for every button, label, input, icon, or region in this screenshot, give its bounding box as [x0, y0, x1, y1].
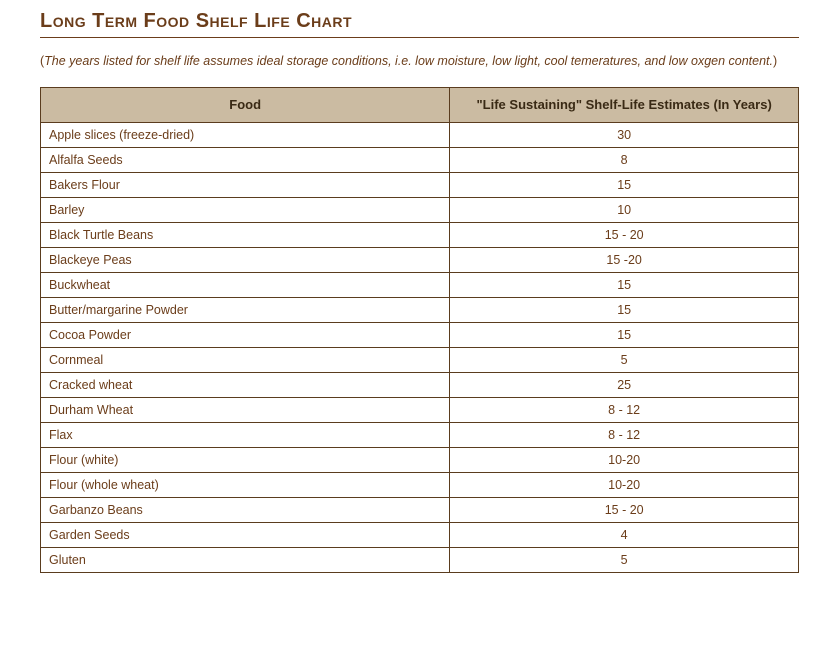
cell-life: 15: [450, 297, 799, 322]
title-rule: [40, 37, 799, 38]
cell-life: 4: [450, 522, 799, 547]
table-row: Gluten5: [41, 547, 799, 572]
table-header-row: Food "Life Sustaining" Shelf-Life Estima…: [41, 87, 799, 122]
cell-life: 15: [450, 172, 799, 197]
cell-food: Flour (white): [41, 447, 450, 472]
table-row: Barley10: [41, 197, 799, 222]
page-title: Long Term Food Shelf Life Chart: [40, 10, 799, 33]
table-row: Cornmeal5: [41, 347, 799, 372]
table-row: Butter/margarine Powder15: [41, 297, 799, 322]
shelf-life-table: Food "Life Sustaining" Shelf-Life Estima…: [40, 87, 799, 573]
cell-life: 8 - 12: [450, 422, 799, 447]
cell-food: Garbanzo Beans: [41, 497, 450, 522]
table-row: Cracked wheat25: [41, 372, 799, 397]
cell-life: 15 - 20: [450, 222, 799, 247]
table-row: Buckwheat15: [41, 272, 799, 297]
cell-food: Cracked wheat: [41, 372, 450, 397]
cell-food: Buckwheat: [41, 272, 450, 297]
cell-food: Garden Seeds: [41, 522, 450, 547]
cell-life: 15 -20: [450, 247, 799, 272]
table-row: Apple slices (freeze-dried)30: [41, 122, 799, 147]
table-row: Flax8 - 12: [41, 422, 799, 447]
cell-life: 15 - 20: [450, 497, 799, 522]
cell-food: Cocoa Powder: [41, 322, 450, 347]
table-row: Blackeye Peas15 -20: [41, 247, 799, 272]
cell-food: Cornmeal: [41, 347, 450, 372]
cell-life: 15: [450, 272, 799, 297]
cell-food: Durham Wheat: [41, 397, 450, 422]
col-header-food: Food: [41, 87, 450, 122]
table-row: Garbanzo Beans15 - 20: [41, 497, 799, 522]
cell-food: Barley: [41, 197, 450, 222]
cell-life: 10: [450, 197, 799, 222]
cell-food: Bakers Flour: [41, 172, 450, 197]
cell-food: Black Turtle Beans: [41, 222, 450, 247]
cell-life: 10-20: [450, 472, 799, 497]
cell-food: Blackeye Peas: [41, 247, 450, 272]
table-row: Durham Wheat8 - 12: [41, 397, 799, 422]
table-row: Flour (whole wheat)10-20: [41, 472, 799, 497]
table-row: Garden Seeds4: [41, 522, 799, 547]
cell-life: 30: [450, 122, 799, 147]
table-row: Black Turtle Beans15 - 20: [41, 222, 799, 247]
cell-food: Alfalfa Seeds: [41, 147, 450, 172]
cell-food: Apple slices (freeze-dried): [41, 122, 450, 147]
cell-food: Butter/margarine Powder: [41, 297, 450, 322]
cell-life: 10-20: [450, 447, 799, 472]
page-container: Long Term Food Shelf Life Chart (The yea…: [0, 0, 829, 573]
col-header-life: "Life Sustaining" Shelf-Life Estimates (…: [450, 87, 799, 122]
cell-life: 25: [450, 372, 799, 397]
table-row: Flour (white)10-20: [41, 447, 799, 472]
storage-note: (The years listed for shelf life assumes…: [40, 52, 799, 71]
cell-life: 8 - 12: [450, 397, 799, 422]
cell-life: 15: [450, 322, 799, 347]
table-row: Cocoa Powder15: [41, 322, 799, 347]
table-row: Bakers Flour15: [41, 172, 799, 197]
cell-life: 5: [450, 547, 799, 572]
cell-food: Gluten: [41, 547, 450, 572]
cell-life: 5: [450, 347, 799, 372]
cell-food: Flax: [41, 422, 450, 447]
table-row: Alfalfa Seeds8: [41, 147, 799, 172]
storage-note-text: The years listed for shelf life assumes …: [44, 54, 773, 68]
cell-life: 8: [450, 147, 799, 172]
cell-food: Flour (whole wheat): [41, 472, 450, 497]
